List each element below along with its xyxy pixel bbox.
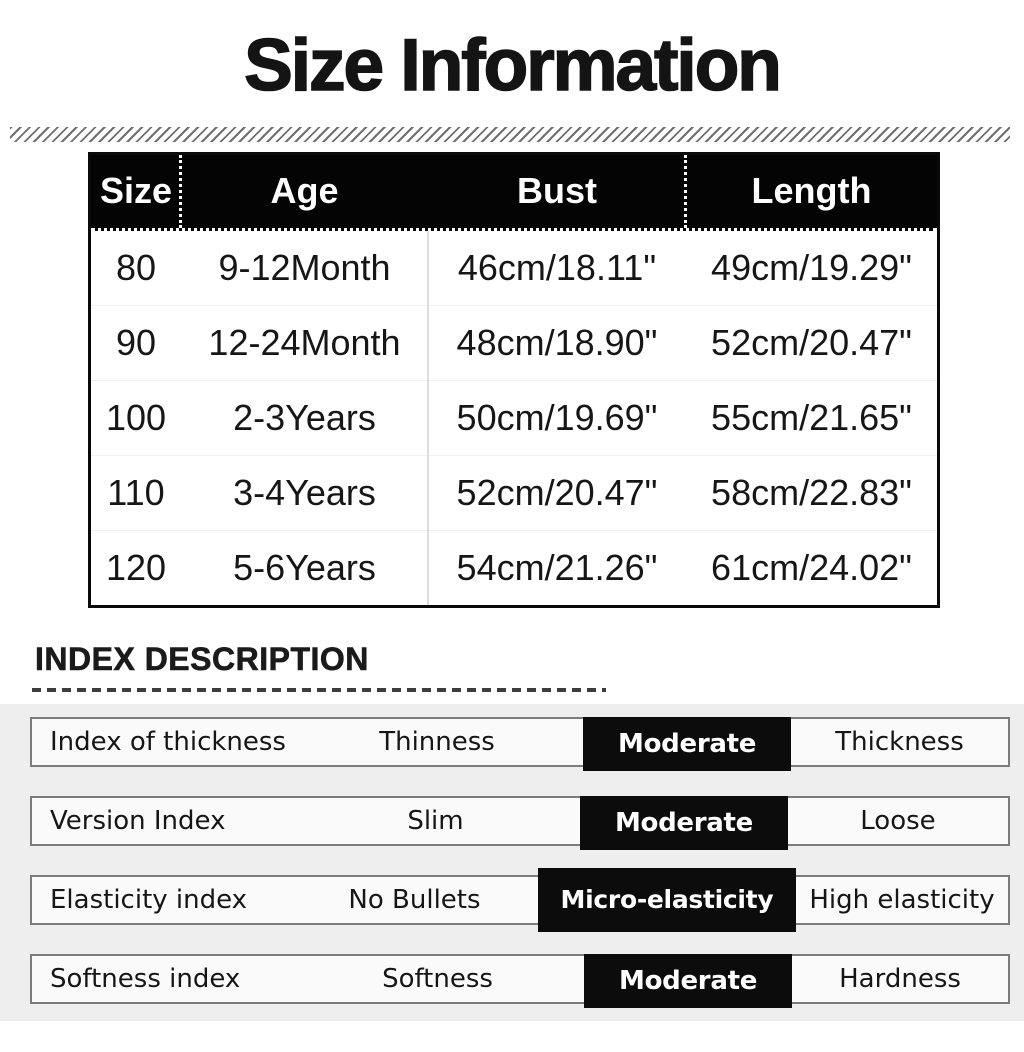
size-cell: 110: [107, 471, 165, 513]
size-cell: 120: [105, 546, 167, 588]
table-row: 100 2-3Years 50cm/19.69" 55cm/21.65": [91, 379, 937, 455]
bust-cell: 54cm/21.26": [456, 546, 658, 588]
size-cell: 100: [105, 396, 167, 438]
bust-cell: 46cm/18.11": [457, 246, 657, 288]
dashed-divider: [32, 687, 606, 692]
table-row: 110 3-4Years 52cm/20.47" 58cm/22.83": [91, 454, 937, 530]
index-row-label: Index of thickness: [50, 726, 286, 757]
length-cell: 61cm/24.02": [711, 546, 912, 588]
index-row-elasticity: Elasticity index No Bullets Micro-elasti…: [30, 867, 1010, 932]
index-description-heading: INDEX DESCRIPTION: [35, 640, 369, 677]
age-cell: 3-4Years: [233, 471, 376, 513]
size-cell: 90: [115, 321, 157, 363]
index-option-selected: Moderate: [579, 795, 788, 850]
index-description-section: Index of thickness Thinness Moderate Thi…: [0, 703, 1024, 1021]
index-option: Thickness: [835, 726, 964, 757]
age-cell: 5-6Years: [233, 546, 376, 588]
length-cell: 52cm/20.47": [711, 321, 912, 363]
age-column-header: Age: [270, 170, 339, 212]
index-option: Slim: [407, 805, 464, 836]
age-cell: 9-12Month: [218, 246, 391, 288]
index-row-softness: Softness index Softness Moderate Hardnes…: [30, 953, 1010, 1008]
index-row-label: Elasticity index: [50, 884, 248, 915]
index-option: Thinness: [379, 726, 495, 757]
bust-cell: 48cm/18.90": [456, 321, 658, 363]
length-cell: 49cm/19.29": [711, 246, 912, 288]
hatch-divider: [10, 126, 1010, 142]
index-option-selected: Moderate: [583, 716, 792, 771]
index-row-version: Version Index Slim Moderate Loose: [30, 795, 1010, 850]
table-row: 80 9-12Month 46cm/18.11" 49cm/19.29": [91, 231, 937, 305]
index-option-selected: Micro-elasticity: [537, 867, 796, 932]
index-option: Hardness: [839, 963, 961, 994]
index-row-thickness: Index of thickness Thinness Moderate Thi…: [30, 716, 1010, 771]
size-table-header-row: Size Age Bust Length: [91, 154, 937, 231]
index-option: High elasticity: [809, 884, 995, 915]
index-option: No Bullets: [348, 884, 481, 915]
index-option: Softness: [382, 963, 493, 994]
size-column-header: Size: [99, 170, 173, 212]
length-cell: 55cm/21.65": [711, 396, 912, 438]
table-row: 120 5-6Years 54cm/21.26" 61cm/24.02": [91, 529, 937, 605]
index-option-selected: Moderate: [584, 953, 793, 1008]
length-column-header: Length: [751, 170, 872, 212]
length-cell: 58cm/22.83": [711, 471, 912, 513]
bust-cell: 52cm/20.47": [456, 471, 658, 513]
age-cell: 2-3Years: [233, 396, 376, 438]
page-title: Size Information: [243, 25, 782, 106]
size-cell: 80: [115, 246, 157, 288]
age-cell: 12-24Month: [208, 321, 401, 363]
index-option: Loose: [860, 805, 936, 836]
bust-column-header: Bust: [517, 170, 597, 212]
index-row-label: Softness index: [50, 963, 241, 994]
index-row-label: Version Index: [50, 805, 226, 836]
size-info-sheet: Size Information Size Age Bust Length 80…: [0, 25, 1024, 1021]
bust-cell: 50cm/19.69": [456, 396, 658, 438]
size-table: Size Age Bust Length 80 9-12Month 46cm/1…: [88, 151, 940, 608]
table-row: 90 12-24Month 48cm/18.90" 52cm/20.47": [91, 304, 937, 380]
